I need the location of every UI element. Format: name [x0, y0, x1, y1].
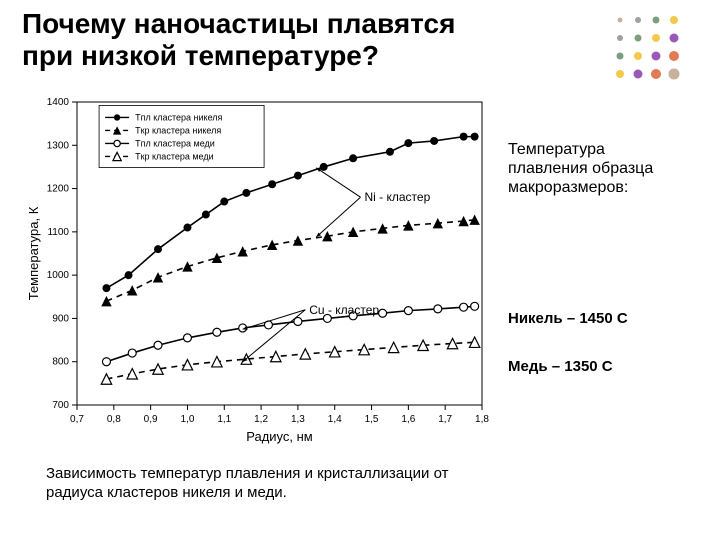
ytick-label: 1400	[47, 97, 70, 108]
logo-dot	[653, 17, 660, 24]
xtick-label: 1,2	[254, 414, 268, 425]
marker	[471, 302, 479, 310]
xtick-label: 0,7	[70, 414, 84, 425]
legend-label: Tкр кластера никеля	[135, 125, 221, 135]
marker	[114, 114, 120, 120]
logo-dot	[618, 18, 623, 23]
marker	[349, 154, 357, 162]
chart-container: 0,7 0,8 0,9 1,0 1,1 1,2 1,3 1,4 1,5 1,6 1,7 1,8 700 8…	[22, 92, 492, 447]
xtick-label: 1,0	[181, 414, 195, 425]
logo-dot	[670, 34, 679, 43]
marker	[404, 307, 412, 315]
logo-dot	[635, 35, 642, 42]
marker	[102, 358, 110, 366]
logo-dot	[652, 34, 660, 42]
note-copper: Медь – 1350 С	[508, 358, 613, 375]
annotation-label: Ni - кластер	[365, 190, 431, 204]
marker	[220, 198, 228, 206]
marker	[183, 224, 191, 232]
marker	[242, 189, 250, 197]
ytick-label: 1000	[47, 270, 70, 281]
xtick-label: 1,5	[365, 414, 379, 425]
legend-label: Tпл кластера меди	[135, 138, 215, 148]
logo-dot	[669, 51, 679, 61]
marker	[268, 180, 276, 188]
ytick-label: 800	[52, 357, 69, 368]
legend-label: Tкр кластера меди	[135, 151, 214, 161]
marker	[434, 305, 442, 313]
marker	[213, 328, 221, 336]
slide-title: Почему наночастицы плавятся при низкой т…	[22, 8, 502, 72]
annotation-label: Cu - кластер	[309, 303, 379, 317]
logo-dot	[635, 17, 641, 23]
marker	[430, 137, 438, 145]
xtick-label: 1,3	[291, 414, 305, 425]
ytick-label: 900	[52, 313, 69, 324]
logo-dot	[669, 69, 680, 80]
xtick-label: 1,1	[217, 414, 231, 425]
logo-dot	[651, 69, 661, 79]
logo-dot	[634, 70, 643, 79]
corner-dots-icon	[606, 10, 696, 90]
marker	[154, 341, 162, 349]
legend: Tпл кластера никеля Tкр кластера никеля Tп…	[99, 105, 264, 167]
side-intro-text: Температура плавления образца макроразме…	[508, 140, 688, 198]
x-axis-label: Радиус, нм	[246, 429, 313, 444]
marker	[202, 211, 210, 219]
marker	[154, 245, 162, 253]
marker	[460, 303, 468, 311]
logo-dot	[617, 53, 624, 60]
logo-dot	[634, 52, 642, 60]
marker	[183, 334, 191, 342]
xtick-label: 1,6	[401, 414, 415, 425]
marker	[379, 309, 387, 317]
marker	[114, 140, 120, 146]
note-nickel: Никель – 1450 С	[508, 310, 628, 327]
marker	[294, 172, 302, 180]
marker	[471, 133, 479, 141]
slide-root: Почему наночастицы плавятся при низкой т…	[0, 0, 720, 540]
chart-caption: Зависимость температур плавления и крист…	[46, 465, 476, 503]
marker	[404, 139, 412, 147]
y-axis-label: Температура, К	[26, 206, 41, 300]
ytick-label: 1200	[47, 184, 70, 195]
marker	[386, 148, 394, 156]
ytick-label: 1100	[47, 227, 69, 238]
logo-dot	[670, 16, 678, 24]
xtick-label: 0,8	[107, 414, 121, 425]
xtick-label: 0,9	[144, 414, 158, 425]
xtick-label: 1,7	[438, 414, 452, 425]
logo-dot	[616, 70, 624, 78]
marker	[320, 163, 328, 171]
marker	[102, 284, 110, 292]
logo-dot	[652, 52, 661, 61]
chart-svg: 0,7 0,8 0,9 1,0 1,1 1,2 1,3 1,4 1,5 1,6 1,7 1,8 700 8…	[22, 92, 492, 447]
marker	[128, 349, 136, 357]
xtick-label: 1,4	[328, 414, 342, 425]
ytick-label: 700	[52, 400, 69, 411]
logo-dot	[617, 35, 623, 41]
marker	[460, 133, 468, 141]
ytick-label: 1300	[47, 140, 70, 151]
xtick-label: 1,8	[475, 414, 489, 425]
legend-label: Tпл кластера никеля	[135, 112, 222, 122]
marker	[125, 271, 133, 279]
